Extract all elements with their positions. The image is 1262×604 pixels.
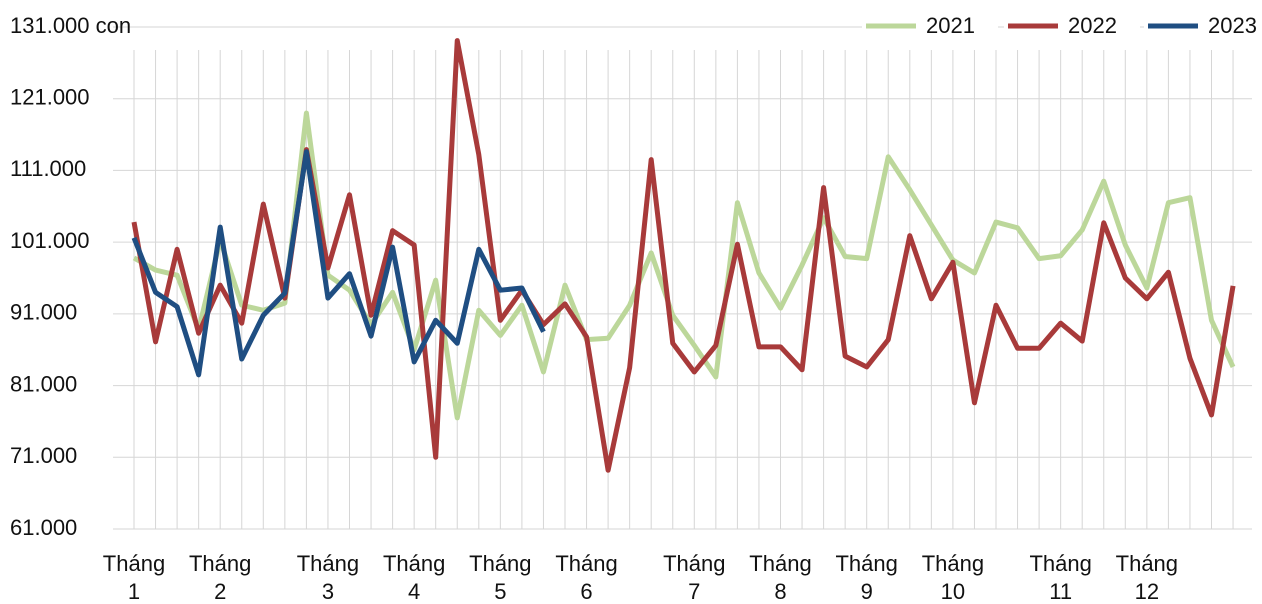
x-tick-label: Tháng 12 [1115, 551, 1179, 604]
y-tick-label: 71.000 [10, 443, 77, 468]
series-line [132, 110, 1236, 421]
x-tick-label: Tháng 2 [188, 551, 252, 604]
series-line [131, 38, 1236, 473]
x-tick-label: Tháng 11 [1029, 551, 1092, 604]
x-tick-label: Tháng 1 [102, 551, 166, 604]
x-tick-label: Tháng 6 [555, 551, 618, 604]
x-tick-label: Tháng 5 [469, 551, 532, 604]
legend-label: 2021 [926, 13, 975, 38]
x-tick-label: Tháng 4 [382, 551, 446, 604]
x-tick-label: Tháng 8 [749, 551, 812, 604]
x-tick-label: Tháng 3 [296, 551, 360, 604]
x-tick-label: Tháng 10 [921, 551, 985, 604]
legend-label: 2022 [1068, 13, 1117, 38]
legend-label: 2023 [1208, 13, 1257, 38]
y-tick-label: 81.000 [10, 371, 77, 396]
x-tick-label: Tháng 7 [663, 551, 726, 604]
y-tick-label: 121.000 [10, 85, 90, 110]
y-tick-label: 111.000 [10, 156, 86, 181]
y-tick-label: 91.000 [10, 300, 77, 325]
y-tick-label: 131.000 con [10, 13, 131, 38]
x-tick-label: Tháng 9 [835, 551, 898, 604]
y-tick-label: 61.000 [10, 515, 77, 540]
y-tick-label: 101.000 [10, 228, 90, 253]
series-line [131, 149, 546, 378]
